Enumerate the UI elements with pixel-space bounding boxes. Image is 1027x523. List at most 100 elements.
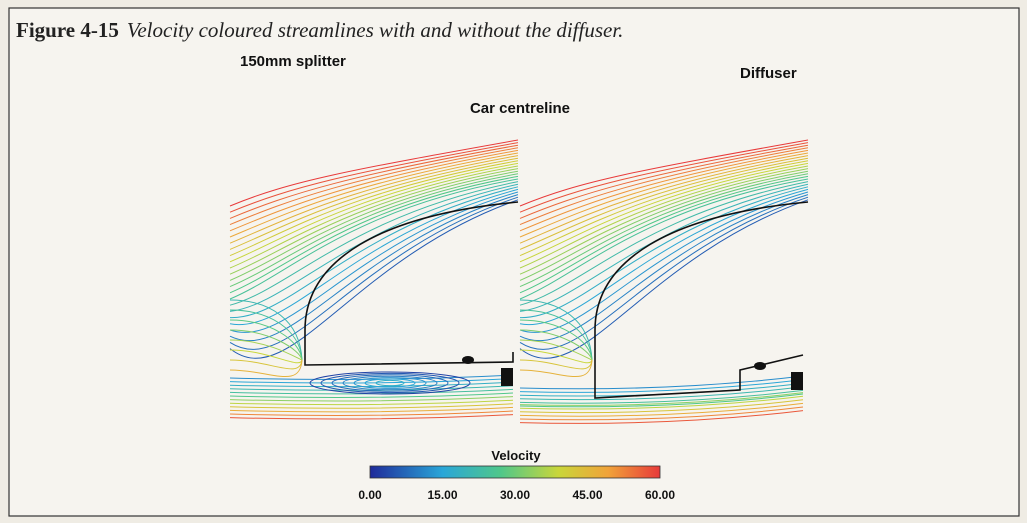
recirculation — [375, 379, 405, 387]
streamline — [229, 299, 303, 361]
colorbar-tick-label: 30.00 — [500, 488, 530, 502]
legend-title: Velocity — [491, 448, 541, 463]
streamline — [229, 183, 519, 312]
streamline — [519, 168, 809, 275]
streamline — [229, 349, 303, 364]
panel-title: Diffuser — [740, 65, 797, 82]
streamline — [519, 157, 809, 250]
streamline — [519, 379, 804, 393]
wheel-block — [791, 372, 803, 390]
streamline — [229, 396, 514, 402]
streamline — [229, 309, 303, 361]
streamline — [519, 149, 809, 232]
streamline — [229, 392, 514, 398]
recirculation — [342, 375, 438, 391]
streamline — [519, 152, 809, 238]
streamline — [229, 147, 519, 226]
streamline — [519, 339, 593, 361]
streamline — [229, 406, 514, 413]
streamline — [229, 196, 519, 350]
streamline — [519, 329, 593, 361]
streamline — [229, 399, 514, 406]
streamline — [519, 142, 809, 213]
streamline — [229, 173, 519, 288]
nose-detail — [754, 362, 766, 370]
colorbar-tick-label: 0.00 — [358, 488, 382, 502]
streamline — [519, 170, 809, 281]
colorbar-tick-label: 60.00 — [645, 488, 675, 502]
car-body — [304, 201, 519, 366]
streamline — [519, 392, 804, 406]
figure-frame — [8, 7, 1020, 517]
nose-detail — [462, 356, 474, 364]
wheel-block — [501, 368, 513, 386]
streamline — [519, 309, 593, 361]
streamline — [229, 186, 519, 319]
streamline — [519, 144, 809, 219]
streamline — [519, 162, 809, 263]
streamline — [519, 178, 809, 300]
streamline — [519, 359, 593, 377]
streamline — [519, 386, 804, 401]
streamline-plots — [229, 139, 809, 424]
streamline — [519, 181, 809, 306]
streamline — [229, 181, 519, 306]
streamline — [229, 139, 519, 207]
streamline — [229, 157, 519, 250]
streamline — [519, 319, 593, 361]
streamline — [519, 183, 809, 312]
colorbar-tick-label: 15.00 — [427, 488, 457, 502]
colorbar-ticks: 0.00 15.00 30.00 45.00 60.00 — [358, 488, 675, 502]
streamline — [229, 144, 519, 219]
streamline — [519, 199, 809, 359]
streamline — [229, 199, 519, 359]
streamline — [229, 149, 519, 232]
streamline — [519, 359, 593, 370]
panel-title: 150mm splitter — [240, 53, 346, 70]
streamline — [519, 393, 804, 408]
streamline — [519, 395, 804, 410]
colorbar-tick-label: 45.00 — [572, 488, 602, 502]
streamline — [229, 414, 514, 420]
streamline — [519, 186, 809, 319]
streamline — [519, 165, 809, 269]
streamline — [229, 319, 303, 361]
figure-caption: Figure 4-15 Velocity coloured streamlines… — [16, 18, 623, 42]
streamline — [229, 359, 303, 377]
recirculation — [320, 372, 460, 394]
streamline — [229, 194, 519, 342]
streamline — [229, 160, 519, 257]
streamline — [519, 410, 804, 424]
streamline — [519, 194, 809, 342]
streamline — [229, 403, 514, 409]
streamline — [519, 191, 809, 333]
streamline — [229, 359, 303, 370]
recirculation — [364, 378, 416, 388]
streamline — [519, 299, 593, 361]
recirculation — [353, 377, 427, 389]
streamline — [229, 329, 303, 361]
streamline — [229, 168, 519, 275]
streamline — [519, 399, 804, 414]
streamline — [229, 191, 519, 333]
figure-label: Figure 4-15 — [16, 18, 119, 42]
subtitle: Car centreline — [470, 100, 570, 117]
streamline — [229, 410, 514, 416]
streamline — [519, 389, 804, 404]
streamline — [229, 339, 303, 361]
streamline — [229, 175, 519, 294]
streamline — [229, 155, 519, 244]
streamline — [519, 155, 809, 244]
streamline — [519, 173, 809, 288]
streamline — [229, 142, 519, 213]
caption-text: Velocity coloured streamlines with and w… — [127, 18, 624, 42]
streamline — [229, 165, 519, 269]
streamline — [229, 385, 514, 391]
streamline — [519, 139, 809, 207]
streamline — [519, 196, 809, 350]
recirculation — [309, 371, 471, 395]
car-body — [594, 201, 809, 399]
streamline — [229, 178, 519, 300]
streamline — [519, 175, 809, 294]
